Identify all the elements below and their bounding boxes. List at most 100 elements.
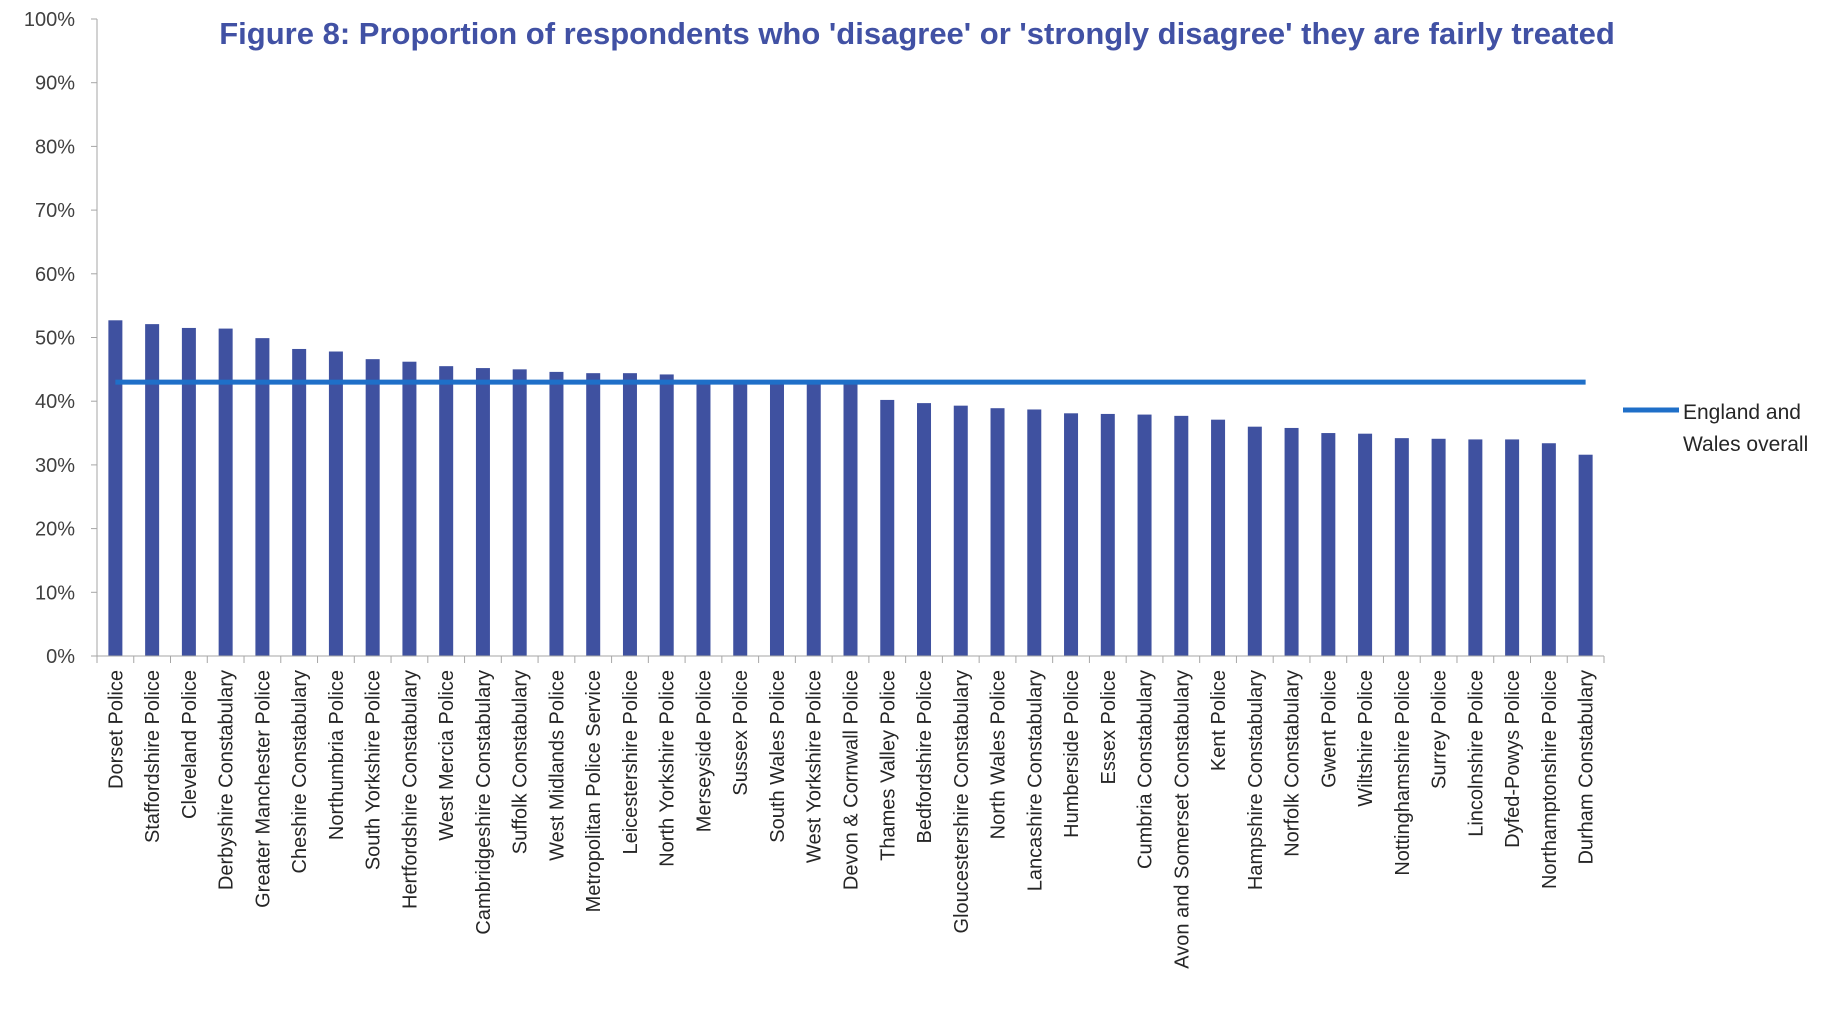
bar: [1431, 438, 1446, 656]
bar: [1505, 439, 1520, 656]
y-tick-label: 90%: [35, 73, 75, 95]
bar: [843, 382, 858, 656]
bar: [953, 405, 968, 656]
category-label: Merseyside Police: [693, 670, 715, 832]
bar: [218, 328, 233, 656]
category-label: Northamptonshire Police: [1539, 670, 1561, 889]
category-label: Metropolitan Police Service: [583, 670, 605, 912]
category-label: Derbyshire Constabulary: [216, 670, 238, 890]
bar: [1174, 415, 1189, 656]
legend-label: England and Wales overall: [1683, 401, 1808, 456]
bar: [769, 382, 784, 656]
bar: [292, 348, 307, 656]
category-label: Northumbria Police: [326, 670, 348, 840]
category-label: Hampshire Constabulary: [1245, 670, 1267, 890]
category-label: Greater Manchester Police: [252, 670, 274, 908]
y-tick-label: 20%: [35, 519, 75, 541]
bar: [806, 382, 821, 656]
bar: [1247, 426, 1262, 656]
y-tick-label: 100%: [24, 9, 75, 31]
category-label: Bedfordshire Police: [914, 670, 936, 843]
bar: [880, 399, 895, 656]
bar: [549, 371, 564, 656]
legend: England and Wales overall: [1623, 401, 1808, 456]
bar: [1321, 433, 1336, 656]
category-label: Dorset Police: [105, 670, 127, 789]
category-label: Gloucestershire Constabulary: [951, 670, 973, 933]
category-label: Devon & Cornwall Police: [841, 670, 863, 890]
bar: [622, 373, 637, 656]
category-label: Nottinghamshire Police: [1392, 670, 1414, 876]
y-tick-label: 10%: [35, 582, 75, 604]
bar: [1394, 438, 1409, 656]
category-label: Hertfordshire Constabulary: [399, 670, 421, 909]
category-label: Gwent Police: [1318, 670, 1340, 788]
category-label: Suffolk Constabulary: [510, 670, 532, 854]
category-label: Surrey Police: [1429, 670, 1451, 789]
x-axis: [96, 655, 1605, 663]
bar: [659, 374, 674, 656]
bar: [328, 351, 343, 656]
category-label: Leicestershire Police: [620, 670, 642, 855]
category-label: Norfolk Constabulary: [1282, 670, 1304, 857]
bar: [917, 403, 932, 656]
bar: [1541, 443, 1556, 656]
category-label: Cumbria Constabulary: [1135, 670, 1157, 869]
y-tick-label: 0%: [46, 646, 75, 668]
bar: [475, 368, 490, 656]
chart-title: Figure 8: Proportion of respondents who …: [219, 16, 1615, 51]
category-label: Sussex Police: [730, 670, 752, 796]
bar: [1027, 409, 1042, 656]
bar: [108, 320, 123, 656]
category-label: Essex Police: [1098, 670, 1120, 785]
category-label: North Wales Police: [988, 670, 1010, 839]
bar: [145, 324, 160, 656]
category-label: North Yorkshire Police: [657, 670, 679, 867]
bar: [1358, 433, 1373, 656]
bar: [1100, 413, 1115, 656]
y-tick-label: 30%: [35, 455, 75, 477]
y-tick-label: 40%: [35, 391, 75, 413]
category-label: Cambridgeshire Constabulary: [473, 670, 495, 935]
bars: [108, 320, 1593, 656]
bar: [696, 380, 711, 656]
bar: [990, 408, 1005, 656]
bar: [1468, 439, 1483, 656]
category-label: Cleveland Police: [179, 670, 201, 819]
category-label: Lincolnshire Police: [1465, 670, 1487, 837]
category-label: Dyfed-Powys Police: [1502, 670, 1524, 848]
category-label: Cheshire Constabulary: [289, 670, 311, 873]
y-tick-label: 80%: [35, 136, 75, 158]
y-axis: 0% 10% 20% 30% 40% 50% 60% 70% 80% 90% 100%: [24, 9, 98, 668]
category-label: Thames Valley Police: [877, 670, 899, 861]
category-label: West Mercia Police: [436, 670, 458, 841]
category-labels: Dorset Police Staffordshire Police Clevela…: [105, 670, 1597, 969]
category-label: West Yorkshire Police: [804, 670, 826, 863]
category-label: Humberside Police: [1061, 670, 1083, 838]
category-label: West Midlands Police: [546, 670, 568, 861]
bar: [512, 369, 527, 656]
category-label: Wiltshire Police: [1355, 670, 1377, 807]
category-label: Avon and Somerset Constabulary: [1171, 670, 1193, 969]
bar: [1284, 427, 1299, 656]
bar: [1137, 414, 1152, 656]
bar: [1064, 413, 1079, 656]
bar: [402, 361, 417, 656]
category-label: Durham Constabulary: [1576, 670, 1598, 865]
bar: [733, 381, 748, 656]
bar: [181, 327, 196, 656]
bar: [1211, 419, 1226, 656]
bar: [586, 373, 601, 656]
category-label: Staffordshire Police: [142, 670, 164, 843]
category-label: Kent Police: [1208, 670, 1230, 771]
y-tick-label: 70%: [35, 200, 75, 222]
y-tick-label: 60%: [35, 264, 75, 286]
category-label: Lancashire Constabulary: [1024, 670, 1046, 891]
bar: [365, 359, 380, 656]
bar: [1578, 454, 1593, 656]
bar: [439, 366, 454, 656]
category-label: South Yorkshire Police: [363, 670, 385, 870]
bar: [255, 338, 270, 656]
